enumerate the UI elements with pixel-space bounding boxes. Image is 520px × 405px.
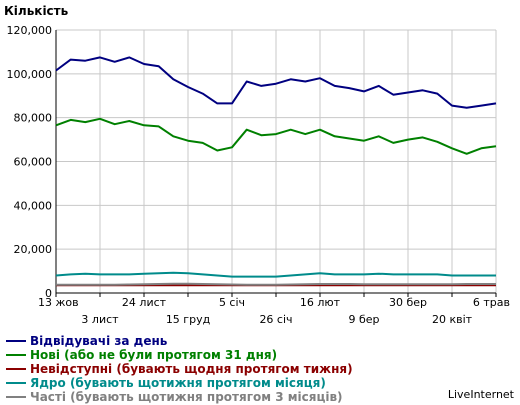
- y-tick-label: 120,000: [7, 24, 53, 37]
- legend-label: Відвідувачі за день: [30, 334, 168, 348]
- legend-label: Невідступні (бувають щодня протягом тижн…: [30, 362, 353, 376]
- legend-item: Ядро (бувають щотижня протягом місяця): [6, 376, 353, 390]
- legend-swatch: [6, 382, 26, 384]
- y-tick-label: 60,000: [14, 156, 53, 169]
- y-axis-label: Кількість: [4, 4, 69, 18]
- grid: [55, 29, 497, 294]
- legend-swatch: [6, 396, 26, 398]
- x-tick-label: 30 бер: [389, 296, 427, 309]
- legend-swatch: [6, 368, 26, 370]
- y-tick-label: 20,000: [14, 243, 53, 256]
- legend-label: Нові (або не були протягом 31 дня): [30, 348, 278, 362]
- series-line-4: [55, 271, 496, 278]
- y-tick-label: 0: [45, 287, 52, 300]
- chart: Кількість 0 20,000 40,000 60,000 80,000 100,0…: [4, 4, 510, 326]
- y-tick-label: 100,000: [7, 68, 53, 81]
- x-tick-label: 15 груд: [166, 313, 211, 326]
- credit: LiveInternet: [447, 388, 514, 401]
- series-line-5: [56, 282, 496, 286]
- legend-label: Часті (бувають щотижня протягом 3 місяці…: [30, 390, 343, 404]
- y-ticks: 0 20,000 40,000 60,000 80,000 100,000 120,000: [7, 24, 53, 300]
- x-tick-label: 6 трав: [473, 296, 510, 309]
- x-tick-label: 24 лист: [122, 296, 167, 309]
- x-tick-label: 5 січ: [219, 296, 245, 309]
- series-lines: [55, 56, 497, 287]
- x-tick-label: 9 бер: [348, 313, 379, 326]
- legend-swatch: [6, 340, 26, 342]
- legend-label: Ядро (бувають щотижня протягом місяця): [30, 376, 326, 390]
- legend-item: Нові (або не були протягом 31 дня): [6, 348, 353, 362]
- legend-swatch: [6, 354, 26, 356]
- x-tick-label: 16 лют: [300, 296, 341, 309]
- legend: Відвідувачі за день Нові (або не були про…: [6, 334, 353, 404]
- x-tick-label: 13 жов: [38, 296, 79, 309]
- x-tick-label: 3 лист: [81, 313, 119, 326]
- series-line-2: [55, 117, 497, 155]
- legend-item: Невідступні (бувають щодня протягом тижн…: [6, 362, 353, 376]
- series-line-1: [55, 56, 497, 109]
- x-tick-label: 26 січ: [259, 313, 292, 326]
- legend-item: Часті (бувають щотижня протягом 3 місяці…: [6, 390, 353, 404]
- x-tick-label: 20 квіт: [432, 313, 473, 326]
- y-tick-label: 40,000: [14, 199, 53, 212]
- y-tick-label: 80,000: [14, 112, 53, 125]
- legend-item: Відвідувачі за день: [6, 334, 353, 348]
